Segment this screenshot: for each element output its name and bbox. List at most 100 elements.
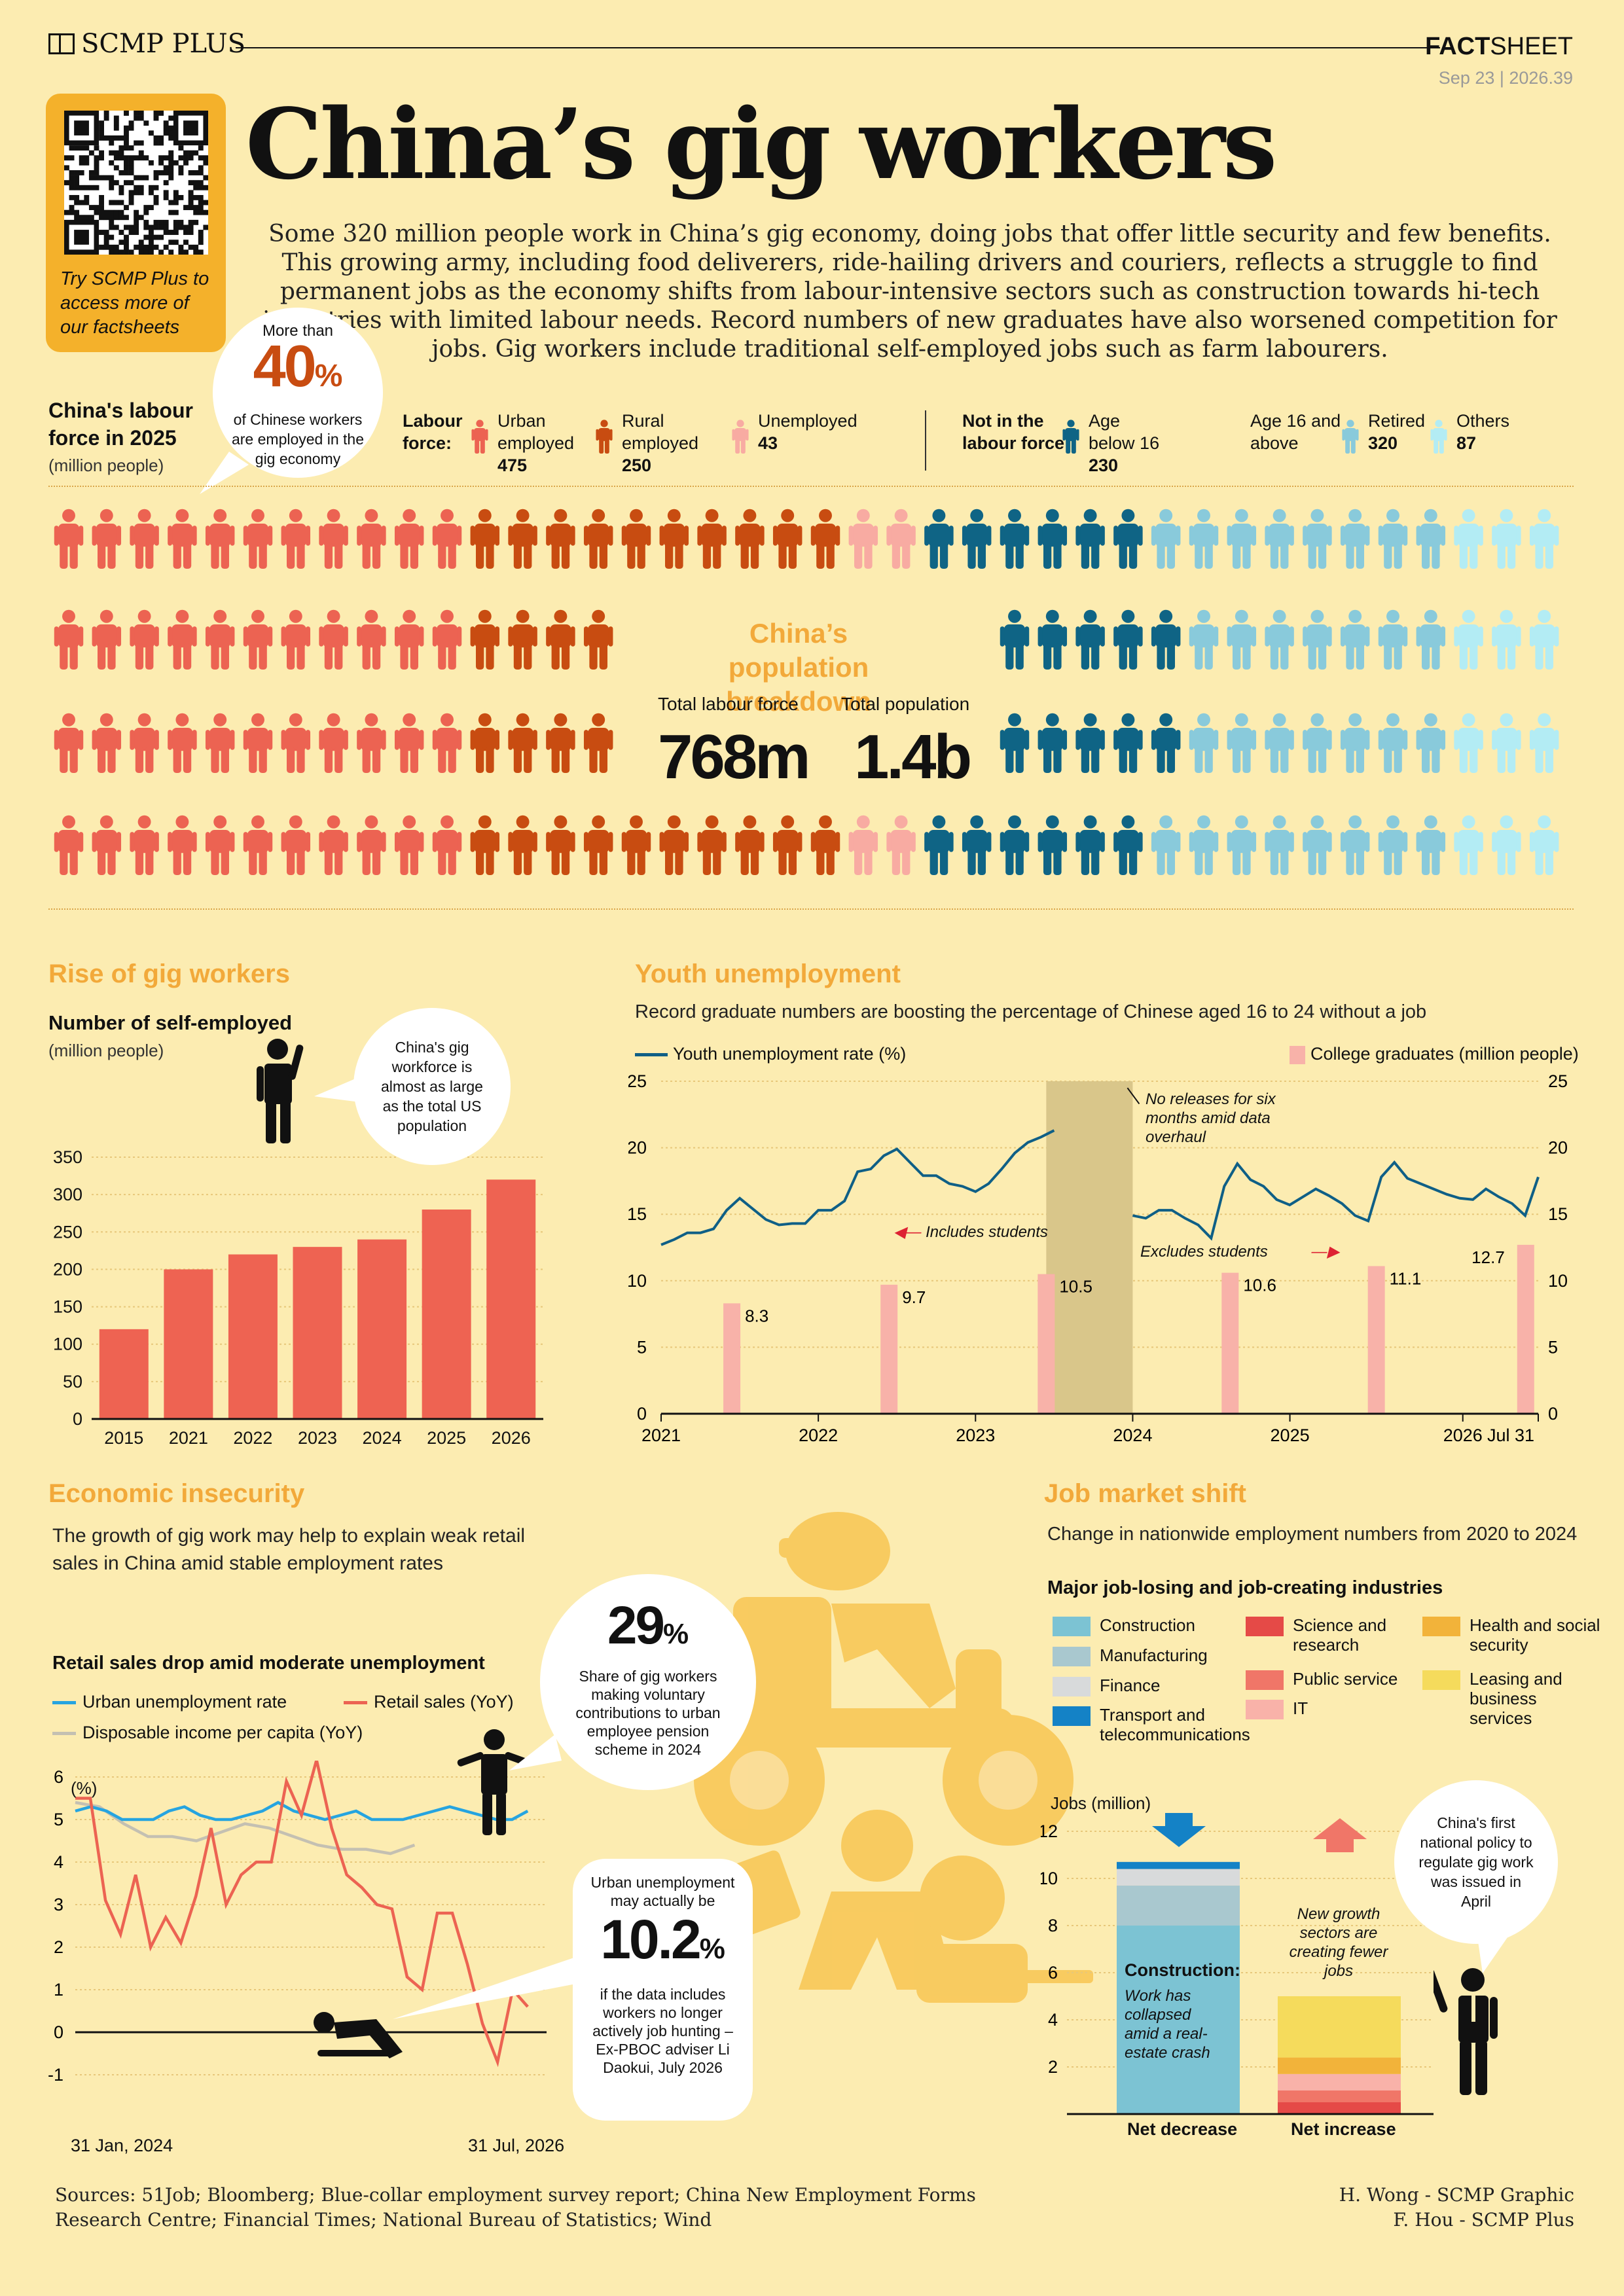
qr-module bbox=[168, 230, 174, 235]
qr-module bbox=[148, 130, 154, 136]
qr-module bbox=[148, 234, 154, 240]
qr-module bbox=[168, 175, 174, 181]
qr-module bbox=[193, 170, 199, 175]
qr-module bbox=[84, 155, 90, 161]
qr-module bbox=[109, 249, 115, 255]
qr-module bbox=[99, 150, 104, 156]
graduate-bar-label: 12.7 bbox=[1471, 1247, 1505, 1267]
pension-text: Share of gig workers making voluntary co… bbox=[575, 1667, 721, 1758]
qr-module bbox=[79, 185, 84, 190]
legend-swatch bbox=[1053, 1647, 1091, 1666]
job-legend-item: Health and social security bbox=[1422, 1615, 1600, 1655]
qr-module bbox=[103, 135, 109, 141]
y-tick-label: 5 bbox=[54, 1810, 63, 1829]
bar bbox=[164, 1269, 213, 1419]
person-figure bbox=[583, 609, 613, 670]
qr-module bbox=[118, 155, 124, 161]
person-figure bbox=[205, 815, 235, 875]
qr-module bbox=[99, 244, 104, 250]
qr-module bbox=[163, 230, 169, 235]
person-figure bbox=[962, 815, 992, 875]
qr-module bbox=[69, 205, 75, 211]
policy-bubble-tail bbox=[1476, 1928, 1512, 1973]
qr-module bbox=[173, 240, 179, 245]
qr-module bbox=[128, 190, 134, 196]
legend-item-value: 320 bbox=[1368, 433, 1398, 453]
person-figure bbox=[1265, 609, 1294, 670]
person-figure bbox=[54, 509, 84, 569]
job-legend-item: Finance bbox=[1053, 1676, 1270, 1696]
job-stacked-chart: 2 4 6 8 10 12 bbox=[1041, 1813, 1434, 2115]
person-figure bbox=[243, 713, 273, 773]
qr-module bbox=[178, 219, 184, 225]
y-tick-right: 25 bbox=[1548, 1071, 1568, 1091]
qr-module bbox=[99, 130, 104, 136]
qr-module bbox=[69, 194, 75, 200]
person-figure bbox=[1189, 609, 1219, 670]
person-figure bbox=[508, 815, 537, 875]
credit-line-2: F. Hou - SCMP Plus bbox=[1393, 2209, 1574, 2231]
y-tick-left: 0 bbox=[637, 1404, 647, 1424]
qr-module bbox=[153, 224, 159, 230]
legend-item: Urban employed 475 bbox=[497, 410, 576, 476]
factsheet-b: SHEET bbox=[1490, 33, 1573, 60]
qr-finder-core bbox=[183, 120, 198, 135]
qr-module bbox=[138, 249, 144, 255]
econ-chart-title: Retail sales drop amid moderate unemploy… bbox=[52, 1653, 485, 1674]
qr-code[interactable] bbox=[64, 111, 208, 255]
y-tick-label: 2 bbox=[1048, 2057, 1058, 2077]
person-figure bbox=[659, 509, 689, 569]
qr-module bbox=[148, 240, 154, 245]
qr-module bbox=[94, 160, 99, 166]
qr-module bbox=[113, 215, 119, 221]
person-figure bbox=[1265, 509, 1294, 569]
person-figure bbox=[319, 509, 348, 569]
qr-module bbox=[109, 244, 115, 250]
qr-module bbox=[153, 135, 159, 141]
youth-note-gap: No releases for six months amid data ove… bbox=[1146, 1090, 1276, 1146]
qr-module bbox=[103, 234, 109, 240]
person-figure bbox=[1303, 713, 1332, 773]
qr-module bbox=[143, 175, 149, 181]
down-arrow-icon bbox=[1152, 1813, 1206, 1847]
qr-module bbox=[109, 219, 115, 225]
person-figure bbox=[886, 815, 916, 875]
qr-module bbox=[163, 224, 169, 230]
person-figure bbox=[1189, 815, 1219, 875]
person-figure bbox=[546, 509, 575, 569]
y-tick-label: 6 bbox=[54, 1767, 63, 1787]
job-section-title: Job market shift bbox=[1044, 1479, 1246, 1508]
y-tick-label: 6 bbox=[1048, 1963, 1058, 1982]
construction-text: Work has collapsed amid a real-estate cr… bbox=[1125, 1987, 1210, 2062]
qr-module bbox=[94, 175, 99, 181]
qr-module bbox=[188, 150, 194, 156]
person-figure bbox=[281, 713, 311, 773]
stack-segment bbox=[1278, 2057, 1401, 2074]
legend-label: Science and research bbox=[1293, 1615, 1387, 1655]
qr-module bbox=[88, 170, 94, 175]
person-figure bbox=[54, 713, 84, 773]
qr-module bbox=[183, 160, 189, 166]
qr-module bbox=[198, 249, 204, 255]
person-figure bbox=[659, 815, 689, 875]
qr-module bbox=[163, 219, 169, 225]
qr-caption: Try SCMP Plus to access more of our fact… bbox=[60, 268, 209, 338]
income-label: Disposable income per capita (YoY) bbox=[82, 1723, 363, 1742]
person-figure bbox=[92, 815, 122, 875]
unemp-text: if the data includes workers no longer a… bbox=[592, 1986, 733, 2076]
person-figure bbox=[735, 509, 765, 569]
qr-module bbox=[173, 219, 179, 225]
person-figure bbox=[470, 509, 500, 569]
qr-panel[interactable]: Try SCMP Plus to access more of our fact… bbox=[46, 94, 226, 352]
excludes-label: Excludes students bbox=[1140, 1243, 1268, 1261]
qr-module bbox=[134, 244, 139, 250]
qr-module bbox=[158, 140, 164, 146]
qr-module bbox=[168, 170, 174, 175]
qr-module bbox=[118, 249, 124, 255]
data-gap-shade bbox=[1046, 1081, 1133, 1414]
qr-module bbox=[64, 155, 69, 161]
qr-module bbox=[168, 249, 174, 255]
unemp-value-wrap: 10.2% bbox=[573, 1910, 753, 1985]
qr-module bbox=[134, 115, 139, 121]
legend-item: Others 87 bbox=[1456, 410, 1535, 454]
